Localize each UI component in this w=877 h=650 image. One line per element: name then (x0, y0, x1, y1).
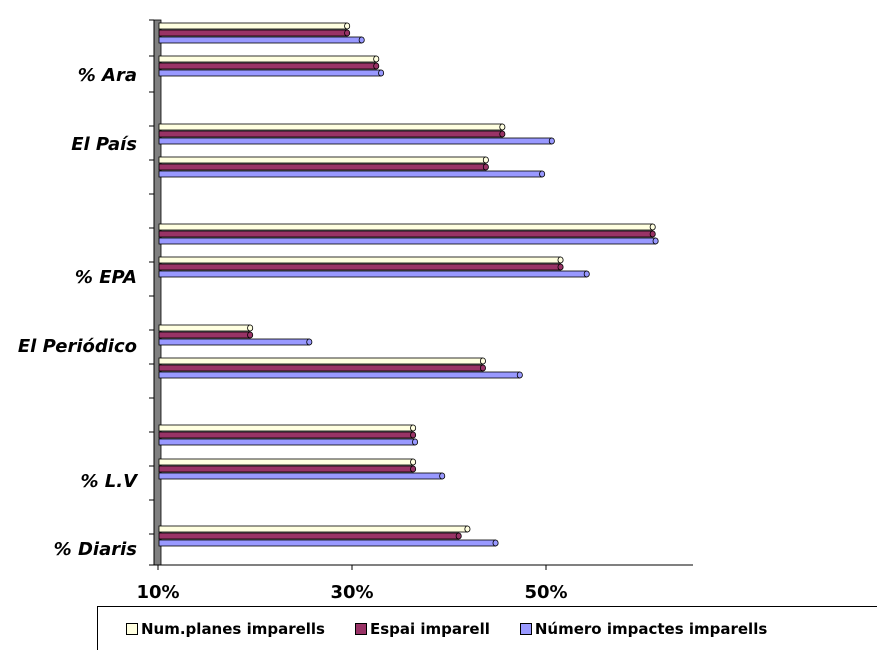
legend-swatch-num-planes (126, 622, 138, 635)
bar-g9-s1 (158, 465, 414, 473)
legend-swatch-impactes (519, 622, 532, 635)
y-label-epa: % EPA (75, 267, 137, 288)
bar-cap-g9-s1 (410, 465, 417, 473)
axis-wall-3d (153, 19, 162, 566)
bar-g6-s2 (158, 338, 310, 346)
legend-label-num-planes: Num.planes imparells (141, 619, 325, 638)
bar-g6-s1 (158, 331, 251, 339)
legend-item-espai: Espai imparell (354, 619, 490, 638)
bar-cap-g9-s0 (410, 458, 417, 466)
bar-cap-g10-s2 (492, 539, 499, 547)
bar-cap-g1-s2 (378, 69, 385, 77)
bar-cap-g5-s1 (557, 263, 564, 271)
chart-bars (158, 22, 659, 547)
bar-cap-g8-s2 (412, 438, 419, 446)
bar-cap-g9-s2 (439, 472, 446, 480)
bar-g7-s2 (158, 371, 521, 379)
bar-cap-g1-s1 (373, 62, 380, 70)
bar-g10-s0 (158, 525, 468, 533)
bar-cap-g3-s1 (482, 163, 489, 171)
bar-g0-s0 (158, 22, 348, 30)
x-tick-label-30: 30% (330, 582, 373, 603)
bar-cap-g0-s1 (344, 29, 351, 37)
bar-g9-s2 (158, 472, 443, 480)
bar-g3-s2 (158, 170, 543, 178)
bar-g6-s0 (158, 324, 251, 332)
legend-label-espai: Espai imparell (369, 619, 490, 638)
bar-cap-g1-s0 (373, 55, 380, 63)
chart-legend: Num.planes imparells Espai imparell Núme… (97, 606, 877, 650)
y-label-ara: % Ara (78, 65, 137, 86)
bar-g1-s2 (158, 69, 382, 77)
legend-item-impactes: Número impactes imparells (519, 619, 768, 638)
y-label-lv: % L.V (80, 471, 139, 492)
bar-g8-s0 (158, 424, 414, 432)
bar-cap-g5-s0 (557, 256, 564, 264)
bar-g0-s1 (158, 29, 348, 37)
bar-g1-s1 (158, 62, 377, 70)
x-tick-label-10: 10% (136, 582, 179, 603)
y-label-el-pais: El País (71, 134, 137, 155)
bar-cap-g4-s1 (649, 230, 656, 238)
bar-g3-s1 (158, 163, 487, 171)
bar-g2-s2 (158, 137, 553, 145)
bar-g10-s1 (158, 532, 460, 540)
bar-cap-g10-s1 (455, 532, 462, 540)
bar-cap-g0-s0 (344, 22, 351, 30)
bar-cap-g8-s0 (410, 424, 417, 432)
bar-g7-s1 (158, 364, 484, 372)
bar-cap-g3-s2 (539, 170, 546, 178)
bar-cap-g8-s1 (410, 431, 417, 439)
bar-cap-g6-s1 (247, 331, 254, 339)
bar-g7-s0 (158, 357, 484, 365)
legend-swatch-espai (354, 622, 367, 635)
bar-cap-g3-s0 (482, 156, 489, 164)
bar-cap-g5-s2 (583, 270, 590, 278)
bar-g4-s2 (158, 237, 657, 245)
bar-cap-g7-s2 (516, 371, 523, 379)
bar-g2-s0 (158, 123, 503, 131)
y-label-el-periodico: El Periódico (18, 336, 137, 357)
bar-g0-s2 (158, 36, 363, 44)
bar-cap-g10-s0 (464, 525, 471, 533)
bar-g5-s1 (158, 263, 561, 271)
bar-cap-g2-s0 (499, 123, 506, 131)
bar-chart: % Ara El País % EPA El Periódico % L.V %… (18, 19, 693, 603)
bar-g8-s1 (158, 431, 414, 439)
bar-g8-s2 (158, 438, 416, 446)
bar-cap-g0-s2 (358, 36, 365, 44)
legend-item-num-planes: Num.planes imparells (126, 620, 325, 638)
bar-g5-s0 (158, 256, 561, 264)
bar-g3-s0 (158, 156, 487, 164)
bar-g5-s2 (158, 270, 588, 278)
chart-labels: % Ara El País % EPA El Periódico % L.V %… (18, 65, 568, 603)
y-label-diaris: % Diaris (54, 539, 138, 560)
bar-cap-g6-s0 (247, 324, 254, 332)
bar-cap-g7-s0 (479, 357, 486, 365)
chart-axes (149, 19, 693, 570)
bar-cap-g4-s0 (649, 223, 656, 231)
legend-label-impactes: Número impactes imparells (534, 619, 768, 638)
bar-g4-s1 (158, 230, 654, 238)
bar-g2-s1 (158, 130, 503, 138)
bar-cap-g6-s2 (306, 338, 313, 346)
bar-g4-s0 (158, 223, 654, 231)
bar-cap-g2-s2 (548, 137, 555, 145)
x-tick-label-50: 50% (524, 582, 567, 603)
bar-g9-s0 (158, 458, 414, 466)
bar-cap-g4-s2 (652, 237, 659, 245)
bar-cap-g7-s1 (479, 364, 486, 372)
bar-cap-g2-s1 (499, 130, 506, 138)
bar-g10-s2 (158, 539, 496, 547)
bar-g1-s0 (158, 55, 377, 63)
